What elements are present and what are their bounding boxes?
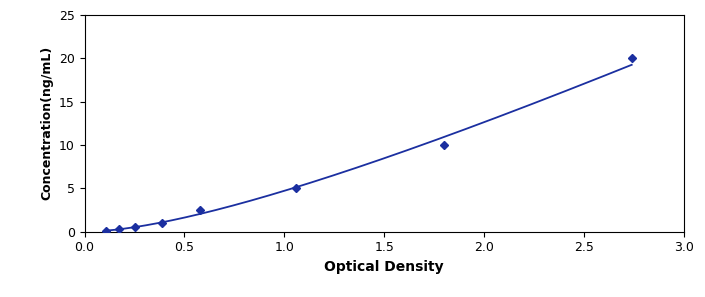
X-axis label: Optical Density: Optical Density — [324, 260, 444, 274]
Y-axis label: Concentration(ng/mL): Concentration(ng/mL) — [40, 46, 54, 200]
